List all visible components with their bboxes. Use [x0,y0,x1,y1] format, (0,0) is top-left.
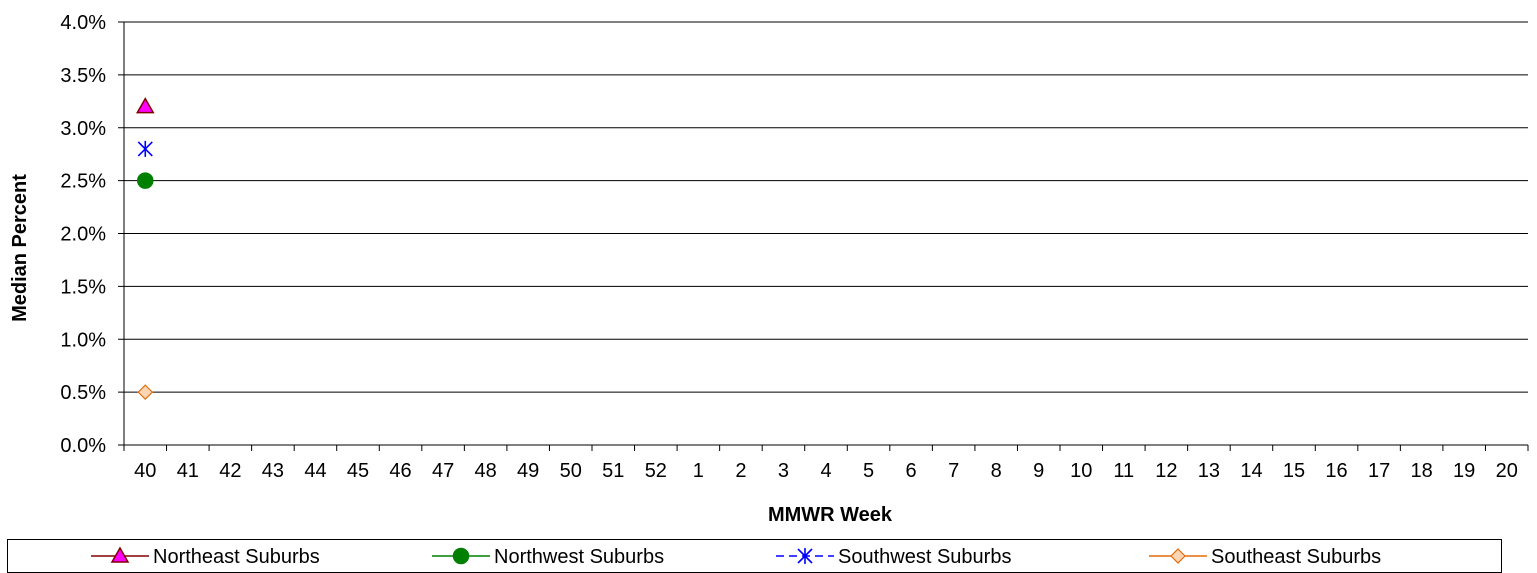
x-tick-label: 12 [1155,460,1177,482]
x-axis-title: MMWR Week [768,504,893,526]
x-tick-label: 3 [778,460,789,482]
y-tick-label: 0.0% [60,435,106,457]
x-tick-label: 5 [863,460,874,482]
y-tick-labels: 0.0% 0.5% 1.0% 1.5% 2.0% 2.5% 3.0% 3.5% 4.0% [60,12,106,457]
legend-marker [797,548,813,564]
legend-entry: Northeast Suburbs [91,546,320,568]
y-tick-label: 2.5% [60,171,106,193]
x-tick-label: 49 [517,460,539,482]
x-tick-label: 16 [1325,460,1347,482]
legend-entry: Southeast Suburbs [1149,546,1381,568]
x-tick-label: 43 [262,460,284,482]
x-tick-label: 15 [1283,460,1305,482]
y-tick-label: 1.0% [60,329,106,351]
x-tick-label: 48 [475,460,497,482]
x-tick-label: 14 [1240,460,1262,482]
x-tick-label: 47 [432,460,454,482]
x-tick-label: 6 [906,460,917,482]
x-tick-label: 45 [347,460,369,482]
legend-label: Southeast Suburbs [1211,546,1381,568]
data-markers [135,97,155,400]
x-tick-labels: 40 41 42 43 44 45 46 47 48 49 50 51 52 1 2 3 4 5 6 7 8 9 10 11 1… [134,460,1518,482]
data-point [135,97,155,114]
data-point [137,140,153,157]
y-tick-label: 2.0% [60,224,106,246]
x-tick-label: 11 [1113,460,1134,482]
data-point [137,172,154,189]
legend-marker [452,547,470,565]
y-axis-title: Median Percent [9,174,31,322]
legend-label: Northwest Suburbs [494,546,664,568]
series-1 [137,172,154,189]
legend-label: Southwest Suburbs [838,546,1011,568]
x-tick-label: 7 [948,460,959,482]
x-tick-label: 8 [991,460,1002,482]
x-tick-label: 46 [389,460,411,482]
x-tick-label: 40 [134,460,156,482]
x-tick-label: 2 [735,460,746,482]
x-tick-label: 50 [560,460,582,482]
y-tick-label: 3.5% [60,65,106,87]
legend: Northeast Suburbs Northwest Suburbs Southw… [7,539,1502,573]
x-tick-label: 42 [219,460,241,482]
x-tick-label: 44 [304,460,326,482]
x-tick-label: 10 [1070,460,1092,482]
series-3 [137,384,154,400]
x-tick-label: 19 [1453,460,1475,482]
series-0 [135,97,155,114]
legend-marker [110,546,130,563]
x-tick-label: 17 [1368,460,1390,482]
y-tick-label: 0.5% [60,382,106,404]
y-tick-label: 1.5% [60,276,106,298]
y-tick-label: 3.0% [60,118,106,140]
legend-entry: Southwest Suburbs [776,546,1011,568]
data-point [137,384,154,400]
legend-entry: Northwest Suburbs [432,546,664,568]
series-2 [137,140,153,157]
x-tick-label: 51 [602,460,624,482]
x-tick-label: 41 [177,460,199,482]
x-tick-label: 52 [645,460,667,482]
gridlines [124,21,1528,393]
x-tick-label: 18 [1411,460,1433,482]
y-tick-label: 4.0% [60,12,106,34]
axes [118,21,1529,451]
x-tick-label: 20 [1496,460,1518,482]
x-tick-label: 9 [1033,460,1044,482]
x-tick-label: 1 [693,460,704,482]
legend-marker [1170,548,1186,564]
x-tick-label: 4 [820,460,831,482]
legend-label: Northeast Suburbs [153,546,320,568]
x-tick-label: 13 [1198,460,1220,482]
